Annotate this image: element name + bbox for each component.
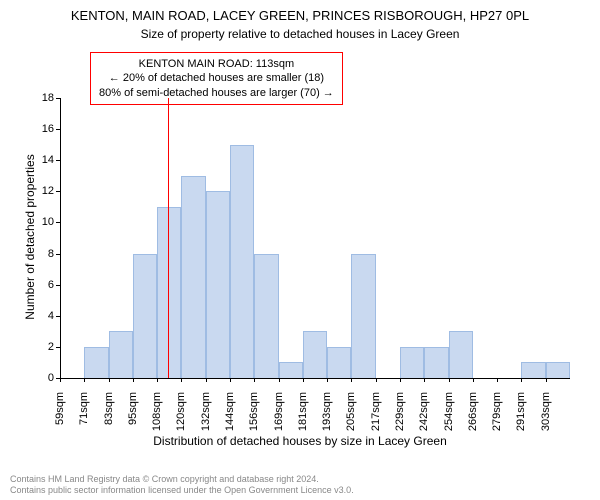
histogram-bar	[351, 254, 375, 378]
y-tick-mark	[56, 254, 60, 255]
y-tick-label: 8	[30, 248, 54, 260]
x-tick-mark	[206, 378, 207, 382]
x-tick-mark	[424, 378, 425, 382]
x-tick-mark	[84, 378, 85, 382]
legend-line-1: KENTON MAIN ROAD: 113sqm	[99, 57, 334, 71]
x-tick-mark	[327, 378, 328, 382]
histogram-bar	[254, 254, 278, 378]
x-axis-label: Distribution of detached houses by size …	[0, 434, 600, 448]
y-tick-label: 2	[30, 341, 54, 353]
x-tick-mark	[279, 378, 280, 382]
histogram-bar	[521, 362, 545, 378]
histogram-bar	[400, 347, 424, 378]
y-tick-mark	[56, 222, 60, 223]
x-axis-line	[60, 378, 570, 379]
y-tick-label: 16	[30, 123, 54, 135]
x-tick-mark	[351, 378, 352, 382]
histogram-bar	[181, 176, 205, 378]
x-tick-mark	[303, 378, 304, 382]
footer-line-2: Contains public sector information licen…	[10, 485, 354, 496]
histogram-bar	[133, 254, 157, 378]
y-axis-label: Number of detached properties	[23, 137, 37, 337]
y-tick-label: 14	[30, 154, 54, 166]
histogram-bar	[84, 347, 108, 378]
histogram-bar	[157, 207, 181, 378]
histogram-bar	[303, 331, 327, 378]
x-tick-mark	[133, 378, 134, 382]
y-tick-label: 0	[30, 372, 54, 384]
y-tick-mark	[56, 316, 60, 317]
y-tick-mark	[56, 129, 60, 130]
histogram-bar	[109, 331, 133, 378]
footer-line-1: Contains HM Land Registry data © Crown c…	[10, 474, 354, 485]
chart-title: KENTON, MAIN ROAD, LACEY GREEN, PRINCES …	[0, 0, 600, 25]
y-tick-label: 18	[30, 92, 54, 104]
y-tick-mark	[56, 347, 60, 348]
y-tick-label: 4	[30, 310, 54, 322]
x-tick-mark	[230, 378, 231, 382]
x-tick-mark	[181, 378, 182, 382]
x-tick-mark	[60, 378, 61, 382]
x-tick-mark	[254, 378, 255, 382]
histogram-bar	[279, 362, 303, 378]
x-tick-mark	[473, 378, 474, 382]
histogram-bar	[546, 362, 570, 378]
legend-box: KENTON MAIN ROAD: 113sqm ← 20% of detach…	[90, 52, 343, 105]
x-tick-mark	[400, 378, 401, 382]
histogram-bar	[449, 331, 473, 378]
chart-subtitle: Size of property relative to detached ho…	[0, 27, 600, 41]
y-tick-mark	[56, 191, 60, 192]
x-tick-mark	[521, 378, 522, 382]
x-tick-mark	[497, 378, 498, 382]
chart-container: KENTON, MAIN ROAD, LACEY GREEN, PRINCES …	[0, 0, 600, 500]
x-tick-mark	[157, 378, 158, 382]
y-tick-mark	[56, 98, 60, 99]
y-axis-line	[60, 98, 61, 378]
y-tick-label: 12	[30, 185, 54, 197]
y-tick-mark	[56, 160, 60, 161]
histogram-bar	[230, 145, 254, 378]
legend-line-2: ← 20% of detached houses are smaller (18…	[99, 71, 334, 85]
histogram-bar	[424, 347, 448, 378]
histogram-bar	[206, 191, 230, 378]
x-tick-mark	[546, 378, 547, 382]
x-tick-mark	[376, 378, 377, 382]
histogram-bar	[327, 347, 351, 378]
footer-attribution: Contains HM Land Registry data © Crown c…	[10, 474, 354, 496]
y-tick-label: 10	[30, 216, 54, 228]
plot-area: 02468101214161859sqm71sqm83sqm95sqm108sq…	[60, 98, 570, 378]
y-tick-mark	[56, 285, 60, 286]
y-tick-label: 6	[30, 279, 54, 291]
x-tick-mark	[449, 378, 450, 382]
marker-line	[168, 98, 169, 378]
x-tick-mark	[109, 378, 110, 382]
